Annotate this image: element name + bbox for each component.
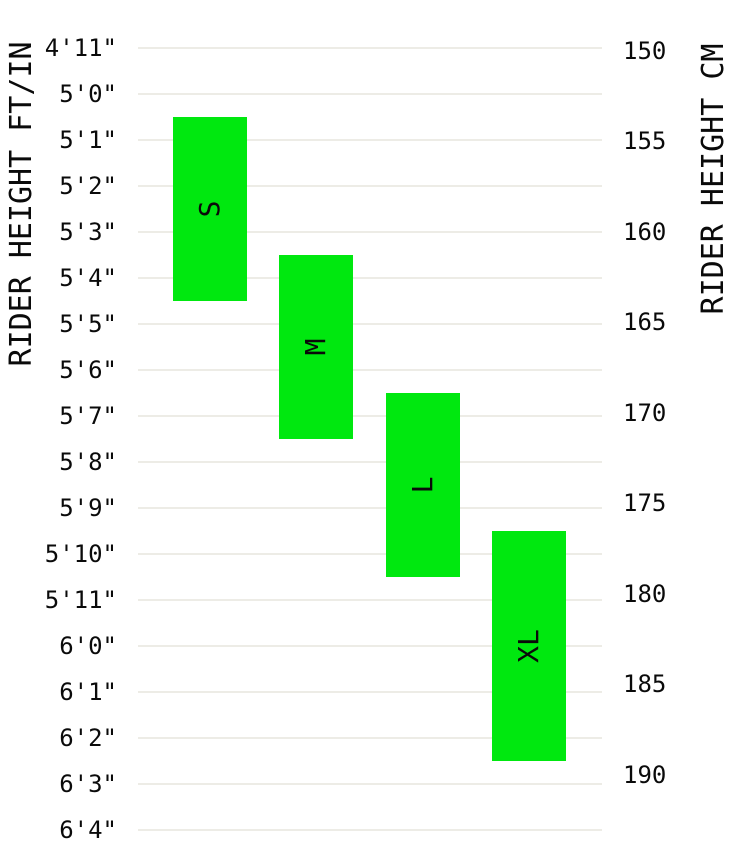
cm-tick-label: 185 [623,670,667,699]
ftin-tick-label: 5'6" [59,356,117,384]
gridline [138,829,602,831]
ftin-tick-label: 6'2" [59,724,117,752]
cm-tick-label: 180 [623,579,667,608]
gridline [138,93,602,95]
ftin-tick-label: 5'0" [59,80,117,108]
size-bar-m: M [279,255,354,439]
gridline [138,231,602,233]
gridline [138,783,602,785]
cm-tick-label: 175 [623,489,667,518]
gridline [138,47,602,49]
gridline [138,369,602,371]
size-bar-s: S [173,117,247,301]
right-axis-title: RIDER HEIGHT CM [696,43,731,315]
gridline [138,737,602,739]
gridline [138,185,602,187]
size-bar-label: L [405,476,439,494]
ftin-tick-label: 5'8" [59,448,117,476]
size-bar-xl: XL [492,531,567,761]
ftin-tick-label: 5'11" [44,586,117,614]
cm-tick-label: 155 [623,127,667,156]
cm-tick-label: 150 [623,36,667,65]
size-bar-label: S [193,200,226,218]
ftin-tick-label: 4'11" [44,34,117,62]
gridline [138,553,602,555]
size-bar-label: M [299,338,333,356]
gridline [138,277,602,279]
ftin-tick-label: 5'4" [59,264,117,292]
gridline [138,691,602,693]
gridline [138,415,602,417]
gridline [138,461,602,463]
ftin-tick-label: 5'1" [59,126,117,154]
ftin-tick-label: 6'0" [59,632,117,660]
ftin-tick-label: 6'3" [59,770,117,798]
cm-tick-label: 165 [623,308,667,337]
cm-tick-label: 160 [623,217,667,246]
ftin-tick-label: 6'4" [59,816,117,844]
size-bar-label: XL [512,629,546,663]
ftin-tick-label: 5'10" [44,540,117,568]
ftin-tick-label: 5'7" [59,402,117,430]
ftin-tick-label: 5'9" [59,494,117,522]
gridline [138,599,602,601]
gridline [138,507,602,509]
left-axis-title: RIDER HEIGHT FT/IN [4,41,39,367]
cm-tick-label: 190 [623,760,667,789]
gridline [138,139,602,141]
gridline [138,645,602,647]
size-bar-l: L [385,393,460,577]
ftin-tick-label: 5'5" [59,310,117,338]
ftin-tick-label: 5'2" [59,172,117,200]
ftin-tick-label: 5'3" [59,218,117,246]
gridline [138,323,602,325]
cm-tick-label: 170 [623,398,667,427]
ftin-tick-label: 6'1" [59,678,117,706]
